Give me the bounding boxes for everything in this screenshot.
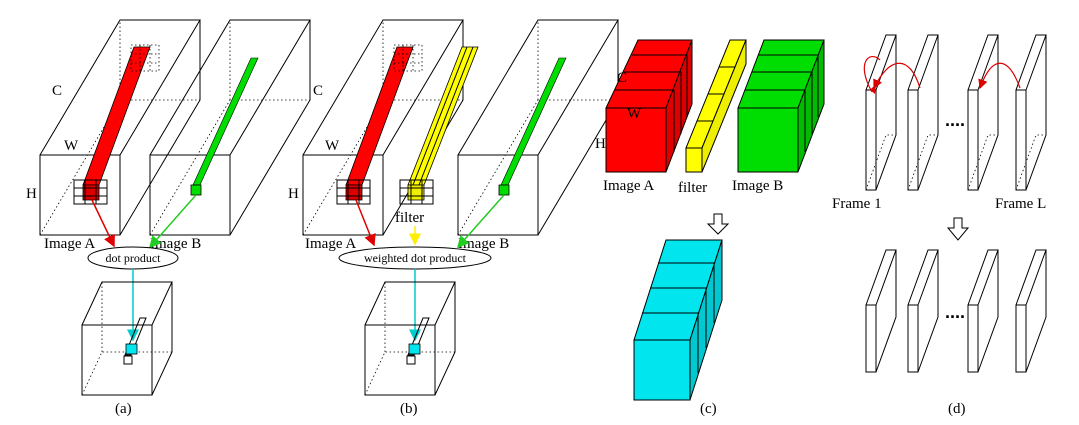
image-b-arrow xyxy=(457,194,505,249)
image-b-stack xyxy=(737,39,825,173)
operation-label: dot product xyxy=(106,251,162,265)
operation-label: weighted dot product xyxy=(364,251,467,265)
image-a-back-grid xyxy=(130,44,160,72)
image-a-feature-column xyxy=(345,46,414,186)
panel-d: .... Frame 1 Frame L .... (d) xyxy=(832,34,1047,417)
filter-label: filter xyxy=(678,180,707,196)
frames-top: .... xyxy=(863,34,1047,191)
image-b-arrow xyxy=(149,194,197,249)
image-b-volume xyxy=(457,19,619,236)
label-w: W xyxy=(627,106,642,122)
panel-c: C W H Image A filter Image B (c) xyxy=(595,39,825,417)
result-voxel xyxy=(408,343,421,355)
label-h: H xyxy=(26,186,37,202)
caption-c: (c) xyxy=(700,401,717,417)
ellipsis-top: .... xyxy=(945,110,965,130)
ellipsis-bottom: .... xyxy=(945,302,965,322)
image-a-grid xyxy=(73,179,108,205)
self-attention-arrow xyxy=(863,55,881,93)
image-b-label: Image B xyxy=(150,236,201,252)
panel-b: C W H Image A filter Image B weighted do… xyxy=(288,19,619,417)
result-voxel xyxy=(125,343,138,355)
image-a-label: Image A xyxy=(603,178,654,194)
frame-last-label: Frame L xyxy=(995,196,1046,212)
image-a-stack xyxy=(605,39,693,173)
label-w: W xyxy=(64,138,79,154)
caption-b: (b) xyxy=(400,401,418,417)
cross-frame-arrow-last xyxy=(978,62,1021,90)
label-c: C xyxy=(52,83,62,99)
hollow-down-arrow-icon xyxy=(946,217,970,241)
caption-d: (d) xyxy=(948,401,966,417)
frame-l xyxy=(1015,34,1047,191)
image-a-label: Image A xyxy=(44,236,95,252)
filter-stack xyxy=(685,39,747,173)
output-volume xyxy=(364,281,456,396)
image-a-label: Image A xyxy=(305,236,356,252)
label-h: H xyxy=(288,186,299,202)
frame-l-minus-1 xyxy=(967,34,999,191)
output-volume xyxy=(81,281,173,396)
image-a-arrow xyxy=(355,199,376,247)
caption-a: (a) xyxy=(115,401,132,417)
image-a-arrow xyxy=(91,199,115,248)
panel-a: C W H Image A Image B dot product (a) xyxy=(26,19,311,417)
hollow-down-arrow-icon xyxy=(706,213,730,235)
frame-1 xyxy=(865,34,897,191)
label-c: C xyxy=(313,83,323,99)
filter-column xyxy=(399,46,479,205)
cross-frame-arrow xyxy=(873,62,921,90)
result-stack xyxy=(633,239,723,401)
frame-2 xyxy=(907,34,939,191)
label-w: W xyxy=(325,138,340,154)
image-b-volume xyxy=(149,19,311,236)
image-b-label: Image B xyxy=(458,236,509,252)
image-a-volume xyxy=(39,19,201,236)
image-a-feature-column xyxy=(82,46,151,186)
image-b-feature-column xyxy=(500,57,567,186)
frames-bottom: .... xyxy=(865,249,1047,373)
image-b-label: Image B xyxy=(732,178,783,194)
label-h: H xyxy=(595,136,606,152)
image-b-feature-column xyxy=(192,57,259,186)
frame-first-label: Frame 1 xyxy=(832,196,882,212)
filter-label: filter xyxy=(395,210,424,226)
label-c: C xyxy=(617,70,627,86)
